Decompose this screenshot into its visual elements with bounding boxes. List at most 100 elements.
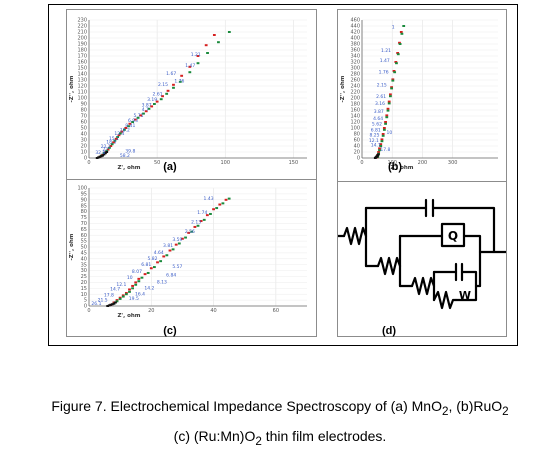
y-tick-label: 420 xyxy=(350,30,360,36)
data-point xyxy=(382,127,386,129)
data-point xyxy=(227,31,231,33)
data-point xyxy=(106,148,110,151)
data-point xyxy=(133,118,137,121)
y-tick-label: 85 xyxy=(81,203,87,209)
warburg-wire xyxy=(454,284,478,302)
panel-label-a: (a) xyxy=(163,161,177,173)
y-tick-label: 35 xyxy=(81,262,87,268)
frequency-label: 10.2 xyxy=(120,128,130,134)
frequency-label: 12.4 xyxy=(114,131,124,137)
data-point xyxy=(165,92,169,95)
data-point xyxy=(184,236,187,239)
data-point xyxy=(392,70,396,72)
frequency-label: 3.81 xyxy=(163,243,173,249)
data-point xyxy=(402,25,406,27)
data-point xyxy=(146,271,150,274)
data-point xyxy=(399,31,403,33)
data-point xyxy=(124,293,128,296)
data-point xyxy=(112,301,116,304)
data-point xyxy=(153,266,156,269)
data-point xyxy=(147,107,151,110)
plot-panel-b: 0 100 200 300 0 20 40 60 80 100 120 140 160 180 200 220… xyxy=(337,9,507,184)
frequency-label: 6.81 xyxy=(141,262,151,268)
data-point xyxy=(398,43,402,45)
data-point xyxy=(137,280,141,283)
frequency-label: 26.1 xyxy=(91,301,101,307)
y-tick-label: 200 xyxy=(350,96,360,102)
data-point xyxy=(128,290,131,293)
data-point xyxy=(190,230,194,233)
data-point xyxy=(386,109,390,112)
data-point xyxy=(180,74,184,77)
y-tick-label: 300 xyxy=(350,66,360,72)
data-point xyxy=(193,225,197,228)
y-tick-label: 5 xyxy=(84,298,87,304)
data-point xyxy=(384,121,387,123)
y-tick-label: 220 xyxy=(350,90,360,96)
data-point xyxy=(131,287,134,290)
data-point xyxy=(386,107,390,110)
data-point xyxy=(379,145,383,147)
data-point xyxy=(108,146,111,149)
y-tick-label: 75 xyxy=(81,215,87,221)
data-point xyxy=(389,93,392,96)
frequency-label: 58.2 xyxy=(120,153,130,159)
y-tick-label: 60 xyxy=(81,120,87,126)
y-axis-label: -Z'', ohm xyxy=(69,233,75,260)
data-point xyxy=(391,79,395,82)
data-point xyxy=(389,95,392,98)
y-tick-label: 45 xyxy=(81,251,87,257)
frequency-label: 1.21 xyxy=(191,52,201,58)
data-point xyxy=(105,151,109,153)
data-point xyxy=(382,128,386,131)
warburg-resistor xyxy=(432,290,458,310)
frequency-label: 5.57 xyxy=(172,264,182,270)
data-point xyxy=(113,139,117,142)
data-point xyxy=(161,95,164,98)
x-tick-label: 150 xyxy=(289,160,299,166)
x-axis-label: Z', ohm xyxy=(390,165,413,171)
frequency-label: 3.19 xyxy=(147,97,157,103)
series-resistor xyxy=(342,226,368,246)
data-point xyxy=(117,134,121,137)
data-point xyxy=(387,100,391,103)
frequency-label: 1.21 xyxy=(381,48,391,54)
data-point xyxy=(142,112,145,115)
y-tick-label: 320 xyxy=(350,60,360,66)
data-point xyxy=(140,276,144,279)
frequency-label: 8.25 xyxy=(369,132,379,138)
data-point xyxy=(121,295,125,298)
data-point xyxy=(181,237,184,240)
data-point xyxy=(143,273,147,276)
x-tick-label: 60 xyxy=(273,308,279,314)
data-point xyxy=(115,300,119,303)
data-point xyxy=(391,78,395,81)
data-point xyxy=(106,305,110,307)
data-point xyxy=(128,122,132,125)
data-point xyxy=(131,121,134,123)
data-point xyxy=(137,277,141,280)
y-tick-label: 110 xyxy=(77,90,87,96)
x-tick-label: 0 xyxy=(87,308,90,314)
data-point xyxy=(144,110,148,113)
frequency-label: 19.5 xyxy=(129,296,139,302)
data-point xyxy=(199,220,203,223)
warburg-label: W xyxy=(459,289,471,302)
frequency-label: 17.8 xyxy=(380,147,390,153)
y-tick-label: 65 xyxy=(81,227,87,233)
data-point xyxy=(384,122,387,125)
y-tick-label: 25 xyxy=(81,274,87,280)
data-point xyxy=(387,102,391,105)
y-tick-label: 0 xyxy=(357,156,360,162)
frequency-label: 5.82 xyxy=(147,256,157,262)
x-tick-label: 100 xyxy=(387,160,397,166)
data-point xyxy=(134,281,138,284)
nyquist-plot-a: 0 50 100 1500102030405060708090100110120130… xyxy=(69,18,307,171)
data-point xyxy=(227,197,231,200)
frequency-label: 1.76 xyxy=(174,78,184,84)
data-point xyxy=(150,105,154,108)
data-point xyxy=(178,80,182,83)
y-axis-label: -Z'', ohm xyxy=(340,75,346,102)
frequency-label: 1.67 xyxy=(166,71,176,77)
y-tick-label: 55 xyxy=(81,239,87,245)
